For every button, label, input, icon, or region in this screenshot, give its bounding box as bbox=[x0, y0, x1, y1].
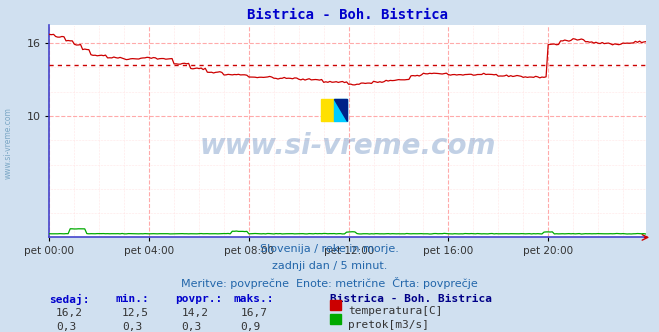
Text: www.si-vreme.com: www.si-vreme.com bbox=[3, 107, 13, 179]
Text: povpr.:: povpr.: bbox=[175, 294, 222, 304]
Text: sedaj:: sedaj: bbox=[49, 294, 90, 305]
Title: Bistrica - Boh. Bistrica: Bistrica - Boh. Bistrica bbox=[247, 8, 448, 22]
Text: pretok[m3/s]: pretok[m3/s] bbox=[348, 320, 429, 330]
Text: min.:: min.: bbox=[115, 294, 149, 304]
Text: Bistrica - Boh. Bistrica: Bistrica - Boh. Bistrica bbox=[330, 294, 492, 304]
Text: Slovenija / reke in morje.: Slovenija / reke in morje. bbox=[260, 244, 399, 254]
Text: temperatura[C]: temperatura[C] bbox=[348, 306, 442, 316]
Polygon shape bbox=[334, 99, 347, 121]
Text: 12,5: 12,5 bbox=[122, 308, 149, 318]
Text: 16,7: 16,7 bbox=[241, 308, 268, 318]
Text: 16,2: 16,2 bbox=[56, 308, 83, 318]
Bar bbox=[334, 99, 347, 121]
Text: 14,2: 14,2 bbox=[181, 308, 208, 318]
Text: 0,3: 0,3 bbox=[122, 322, 142, 332]
Text: maks.:: maks.: bbox=[234, 294, 274, 304]
Bar bbox=[321, 99, 334, 121]
Text: 0,3: 0,3 bbox=[181, 322, 202, 332]
Text: 0,9: 0,9 bbox=[241, 322, 261, 332]
Text: 0,3: 0,3 bbox=[56, 322, 76, 332]
Text: www.si-vreme.com: www.si-vreme.com bbox=[200, 132, 496, 160]
Text: zadnji dan / 5 minut.: zadnji dan / 5 minut. bbox=[272, 261, 387, 271]
Text: Meritve: povprečne  Enote: metrične  Črta: povprečje: Meritve: povprečne Enote: metrične Črta:… bbox=[181, 277, 478, 289]
